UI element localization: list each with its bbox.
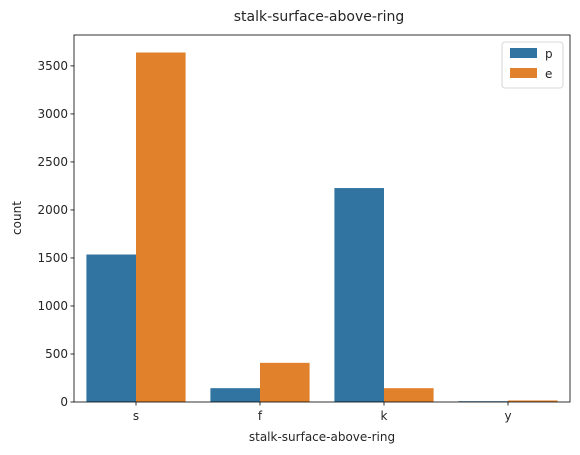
x-tick-label-k: k <box>381 409 388 423</box>
y-tick-label: 2000 <box>37 203 68 217</box>
bar-p-k <box>334 188 384 402</box>
y-axis-label: count <box>10 201 24 235</box>
y-tick-label: 2500 <box>37 155 68 169</box>
bar-e-s <box>136 52 186 402</box>
bar-e-k <box>384 388 434 402</box>
legend: pe <box>501 41 564 89</box>
legend-swatch-e <box>510 68 537 78</box>
x-tick-label-s: s <box>133 409 139 423</box>
bars-group <box>86 52 558 402</box>
x-tick-label-f: f <box>258 409 263 423</box>
bar-p-f <box>210 388 260 402</box>
bar-e-f <box>260 362 310 402</box>
chart-title: stalk-surface-above-ring <box>234 9 405 25</box>
y-tick-label: 1000 <box>37 299 68 313</box>
bar-p-s <box>86 254 136 402</box>
plot-frame <box>73 34 571 403</box>
y-tick-label: 0 <box>60 395 68 409</box>
y-tick-label: 3000 <box>37 107 68 121</box>
y-tick-label: 3500 <box>37 59 68 73</box>
legend-label-e: e <box>545 67 552 81</box>
legend-label-p: p <box>545 47 553 61</box>
legend-swatch-p <box>510 48 537 58</box>
x-tick-label-y: y <box>504 409 511 423</box>
y-tick-label: 500 <box>45 347 68 361</box>
x-axis-label: stalk-surface-above-ring <box>249 430 395 444</box>
bar-e-y <box>508 400 558 402</box>
y-tick-label: 1500 <box>37 251 68 265</box>
y-axis: 0 500 1000 1500 2000 2500 3000 3500 <box>37 59 74 409</box>
